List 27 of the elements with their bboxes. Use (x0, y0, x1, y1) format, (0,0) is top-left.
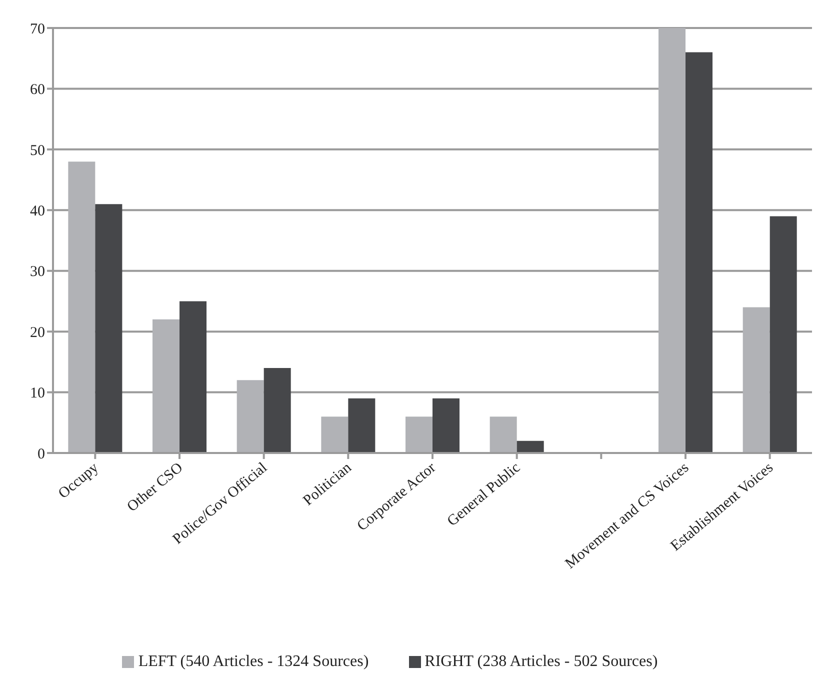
bar (490, 416, 517, 453)
x-tick-label: Other CSO (124, 460, 186, 516)
y-tick-label: 20 (30, 324, 45, 341)
y-tick-label: 50 (30, 142, 45, 159)
y-tick-label: 10 (30, 386, 45, 402)
bar (152, 319, 180, 453)
y-tick-label: 60 (30, 82, 45, 98)
bar (742, 307, 770, 453)
bar (348, 398, 376, 453)
bar (321, 416, 348, 453)
bar (770, 216, 797, 453)
legend-label: RIGHT (238 Articles - 502 Sources) (424, 653, 658, 670)
bar (686, 52, 713, 453)
legend-label: LEFT (540 Articles - 1324 Sources) (138, 653, 369, 670)
y-tick-label: 0 (38, 446, 45, 462)
bar (68, 162, 96, 453)
bar (180, 301, 207, 453)
bar (658, 28, 686, 453)
bar (264, 368, 291, 453)
bar (95, 204, 122, 453)
y-tick-label: 40 (30, 203, 45, 220)
bar (516, 440, 544, 453)
y-tick-label: 70 (30, 21, 45, 38)
bar (406, 416, 433, 453)
bar (236, 380, 264, 453)
y-tick-label: 30 (30, 264, 45, 280)
bar (432, 398, 460, 453)
